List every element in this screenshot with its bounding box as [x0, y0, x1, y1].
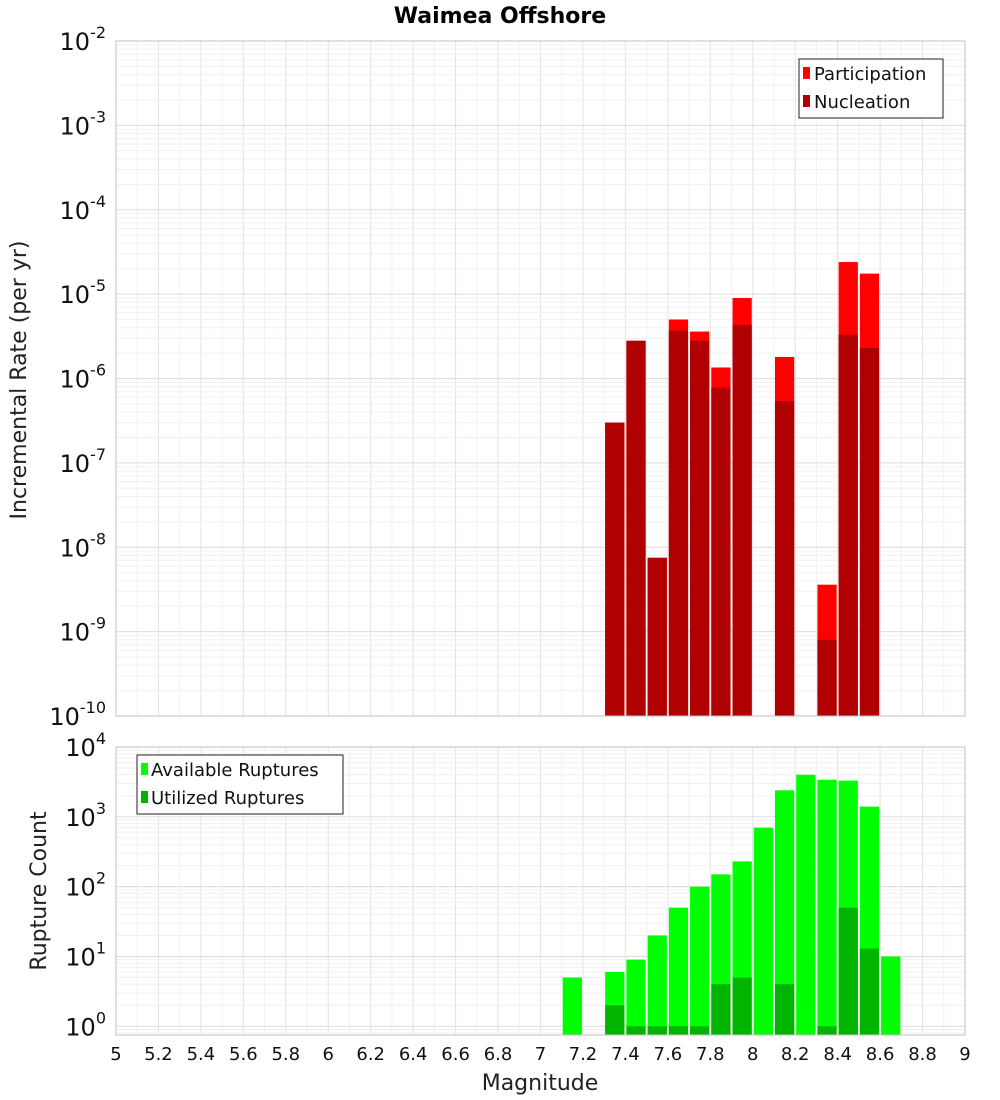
top-bar-nucleation — [690, 340, 710, 716]
top-bar-nucleation — [626, 340, 646, 716]
x-tick-label: 9 — [959, 1044, 970, 1065]
top-bar-nucleation — [774, 401, 795, 716]
bottom-bar-utilized-ruptures — [690, 1026, 710, 1035]
bottom-bar-available-ruptures — [562, 977, 582, 1035]
top-y-tick-label: 10-6 — [60, 361, 107, 394]
top-y-tick-label: 10-4 — [60, 192, 107, 225]
top-plot-frame — [115, 40, 966, 717]
top-gridlines — [115, 40, 966, 717]
bottom-bars — [562, 774, 901, 1035]
x-tick-label: 7 — [535, 1044, 546, 1065]
x-tick-label: 5.4 — [187, 1044, 216, 1065]
top-bar-nucleation — [732, 325, 752, 716]
legend-label-nucleation: Nucleation — [814, 92, 910, 113]
bottom-bar-available-ruptures — [796, 774, 816, 1035]
top-y-tick-label: 10-7 — [60, 445, 107, 478]
x-tick-label: 6.6 — [441, 1044, 470, 1065]
bottom-y-tick-label: 102 — [65, 869, 106, 902]
top-bar-nucleation — [605, 422, 625, 716]
legend-swatch-available — [141, 763, 148, 775]
legend-label-participation: Participation — [814, 64, 926, 85]
bottom-bar-utilized-ruptures — [774, 984, 795, 1035]
bottom-legend-box — [136, 754, 344, 815]
top-bar-nucleation — [711, 387, 731, 716]
x-tick-label: 6.8 — [484, 1044, 513, 1065]
bottom-y-tick-label: 104 — [65, 729, 106, 762]
bottom-y-tick-label: 101 — [65, 938, 106, 971]
top-y-tick-label: 10-8 — [60, 529, 107, 562]
top-y-tick-label: 10-10 — [49, 698, 106, 731]
x-tick-label: 8.6 — [866, 1044, 895, 1065]
top-bar-nucleation — [647, 557, 667, 716]
top-bars — [605, 262, 880, 716]
x-tick-labels: 5 5.2 5.4 5.6 5.8 6 6.2 6.4 6.6 6.8 7 7.2 7.4 7.6 7.8 8… — [110, 1044, 970, 1065]
legend-label-available: Available Ruptures — [151, 760, 319, 781]
top-bar-nucleation — [838, 334, 858, 716]
legend-swatch-nucleation — [803, 95, 810, 107]
top-bar-nucleation — [859, 347, 880, 716]
bottom-y-tick-labels: 100 101 102 103 104 — [65, 729, 106, 1041]
bottom-bar-available-ruptures — [774, 790, 795, 1035]
bottom-bar-available-ruptures — [626, 959, 646, 1035]
x-tick-label: 8.2 — [781, 1044, 810, 1065]
bottom-bar-utilized-ruptures — [711, 984, 731, 1035]
bottom-bar-available-ruptures — [668, 907, 689, 1035]
x-tick-label: 7.8 — [696, 1044, 725, 1065]
x-tick-label: 8.4 — [823, 1044, 852, 1065]
bottom-y-axis-label: Rupture Count — [27, 811, 52, 971]
bottom-plot-frame — [115, 746, 966, 1036]
top-y-tick-labels: 10-10 10-9 10-8 10-7 10-6 10-5 10-4 10-3 10-2 — [49, 23, 106, 731]
top-bar-nucleation — [817, 639, 837, 716]
x-tick-label: 6.4 — [399, 1044, 428, 1065]
top-y-tick-label: 10-3 — [60, 107, 107, 140]
x-tick-label: 8 — [747, 1044, 758, 1065]
bottom-y-tick-label: 100 — [65, 1008, 106, 1041]
x-axis-label: Magnitude — [482, 1071, 599, 1096]
x-tick-label: 6 — [323, 1044, 334, 1065]
bottom-bar-available-ruptures — [817, 779, 837, 1035]
top-bar-nucleation — [668, 330, 689, 716]
x-tick-label: 5.6 — [229, 1044, 258, 1065]
top-y-tick-label: 10-2 — [60, 23, 107, 56]
legend-swatch-utilized — [141, 791, 148, 803]
x-tick-label: 7.2 — [569, 1044, 598, 1065]
bottom-bar-utilized-ruptures — [859, 948, 880, 1035]
bottom-bar-utilized-ruptures — [817, 1026, 837, 1035]
bottom-bar-utilized-ruptures — [605, 1005, 625, 1035]
chart-title: Waimea Offshore — [394, 4, 606, 29]
bottom-bar-utilized-ruptures — [838, 907, 858, 1035]
x-tick-label: 5 — [110, 1044, 121, 1065]
top-legend: Participation Nucleation — [798, 58, 944, 119]
legend-label-utilized: Utilized Ruptures — [151, 788, 304, 809]
bottom-bar-available-ruptures — [690, 886, 710, 1035]
x-tick-label: 7.4 — [611, 1044, 640, 1065]
bottom-y-tick-label: 103 — [65, 799, 106, 832]
bottom-bar-utilized-ruptures — [626, 1026, 646, 1035]
top-y-axis-label: Incremental Rate (per yr) — [7, 241, 32, 520]
top-legend-box — [798, 58, 944, 119]
bottom-bar-available-ruptures — [647, 935, 667, 1035]
x-tick-label: 5.2 — [144, 1044, 173, 1065]
bottom-legend: Available Ruptures Utilized Ruptures — [136, 754, 344, 815]
x-tick-label: 6.2 — [356, 1044, 385, 1065]
bottom-bar-utilized-ruptures — [732, 977, 752, 1035]
bottom-bar-available-ruptures — [753, 827, 773, 1035]
bottom-bar-available-ruptures — [881, 956, 901, 1035]
x-tick-label: 5.8 — [271, 1044, 300, 1065]
top-y-tick-label: 10-9 — [60, 614, 107, 647]
legend-swatch-participation — [803, 67, 810, 79]
x-tick-label: 7.6 — [654, 1044, 683, 1065]
bottom-bar-utilized-ruptures — [668, 1026, 689, 1035]
bottom-bar-utilized-ruptures — [647, 1026, 667, 1035]
x-tick-label: 8.8 — [908, 1044, 937, 1065]
top-y-tick-label: 10-5 — [60, 276, 107, 309]
